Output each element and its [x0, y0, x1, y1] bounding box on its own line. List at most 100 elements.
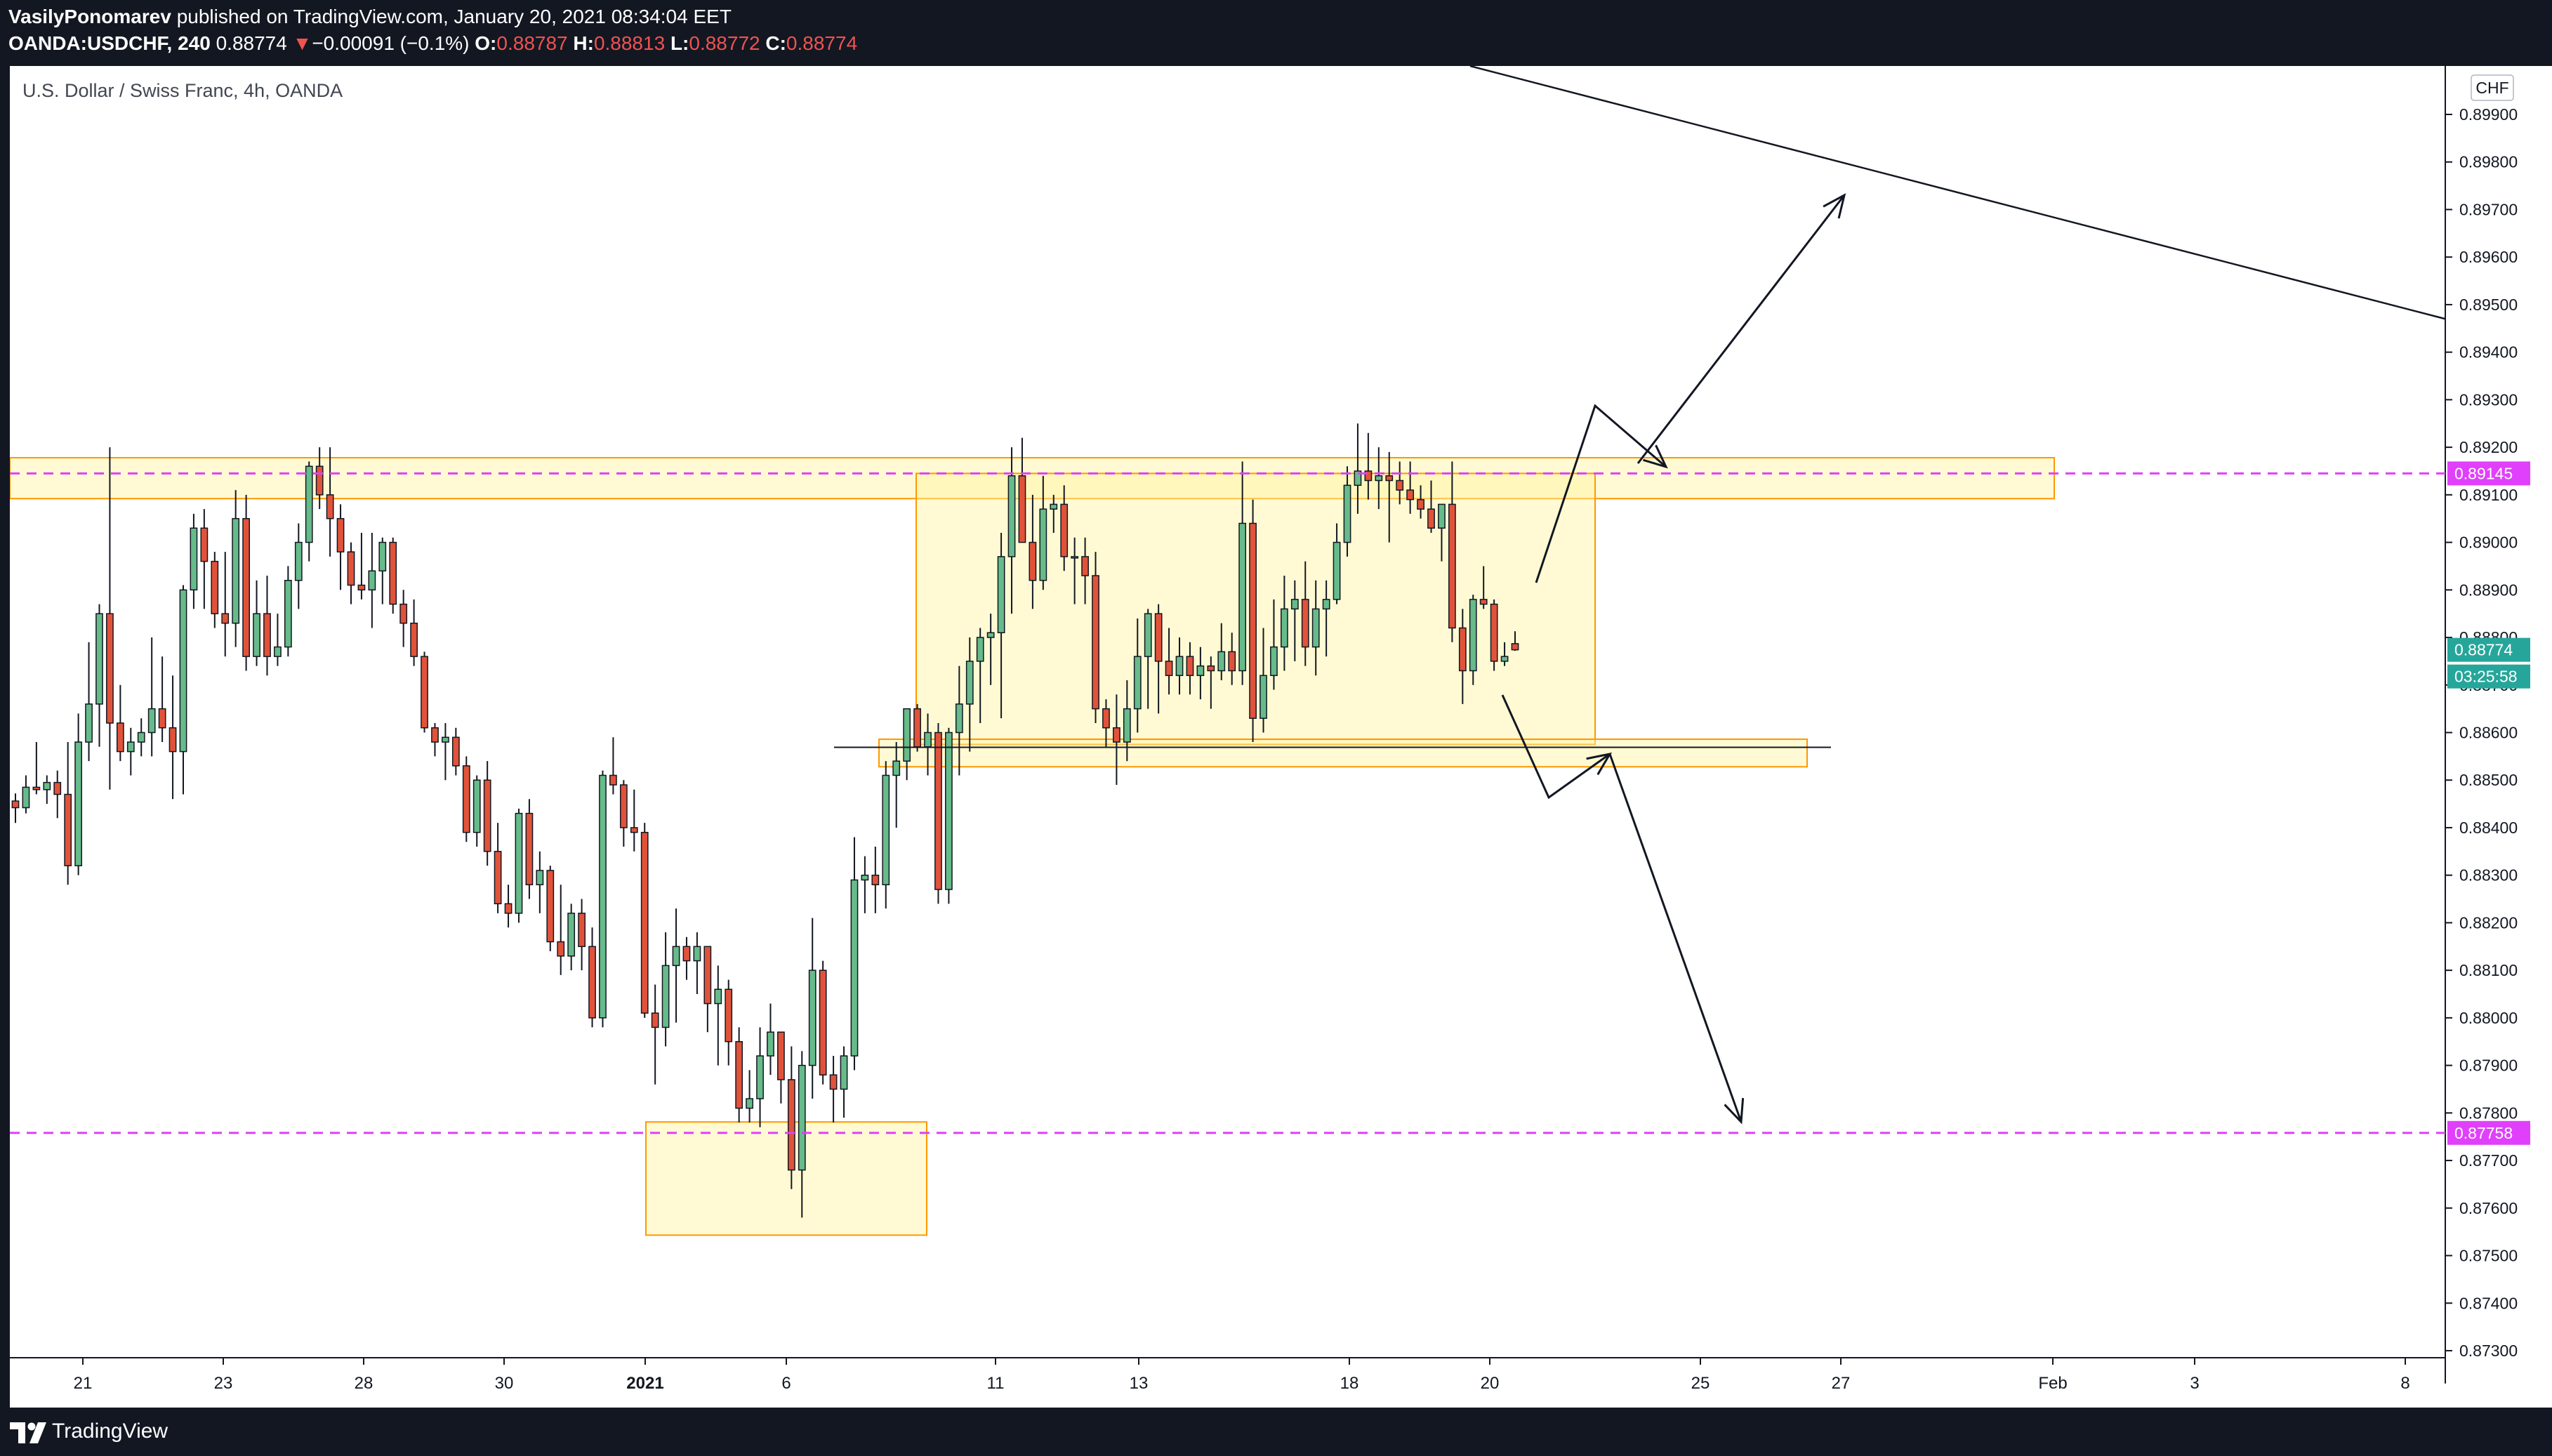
candle — [1217, 623, 1226, 680]
candle — [1113, 694, 1120, 785]
candle — [1333, 523, 1341, 604]
candle-body — [158, 708, 166, 729]
candle-body — [1375, 475, 1383, 482]
candle — [578, 899, 586, 971]
price-chart[interactable]: 0.87300 0.87400 0.87500 0.87600 0.87700 0.878… — [10, 66, 2552, 1408]
candle-body — [735, 1040, 743, 1109]
candle — [1175, 637, 1184, 695]
candle-body — [116, 722, 124, 753]
candle — [714, 965, 722, 1066]
bullish-arrow-2[interactable] — [1637, 194, 1846, 464]
candle — [746, 1070, 753, 1123]
candle-body — [746, 1098, 753, 1109]
candle-body — [1123, 708, 1131, 743]
candle-body — [494, 851, 502, 905]
candle-body — [913, 708, 921, 748]
candle — [1490, 599, 1498, 671]
price-tag-label: 03:25:58 — [2454, 668, 2518, 686]
candle-body — [609, 774, 617, 786]
candle — [871, 847, 880, 913]
x-tick-label: 2021 — [626, 1374, 663, 1393]
candle — [1260, 628, 1267, 733]
last-price: 0.88774 — [216, 32, 287, 54]
candle — [85, 642, 93, 762]
candle — [986, 614, 995, 685]
chart-area[interactable]: 0.87300 0.87400 0.87500 0.87600 0.87700 0.878… — [10, 66, 2552, 1408]
candle — [357, 533, 366, 600]
candle — [1039, 475, 1047, 590]
candle-body — [483, 779, 491, 852]
bearish-arrow-1[interactable] — [1501, 694, 1611, 800]
candle — [263, 575, 271, 676]
candle-body — [1270, 646, 1278, 676]
candle-body — [840, 1055, 848, 1090]
candle — [693, 932, 701, 995]
candle-body — [74, 741, 83, 866]
tradingview-brand[interactable]: TradingView — [52, 1419, 168, 1443]
candle — [1322, 580, 1330, 657]
candle — [64, 742, 72, 885]
low-value: 0.88772 — [689, 32, 760, 54]
candle — [1029, 494, 1037, 609]
candle — [619, 780, 628, 847]
candle-body — [1039, 508, 1047, 581]
candle — [1018, 437, 1026, 543]
candle-body — [1154, 613, 1163, 662]
candle-body — [106, 613, 114, 724]
candle — [389, 537, 397, 614]
bullish-arrow-1[interactable] — [1535, 404, 1667, 583]
candle-body — [1301, 599, 1309, 648]
candle — [1469, 595, 1477, 685]
candle-body — [924, 732, 932, 748]
candle-body — [1511, 643, 1519, 651]
candle — [147, 637, 156, 757]
author-name[interactable]: VasilyPonomarev — [8, 6, 171, 27]
candle-body — [126, 741, 135, 753]
close-value: 0.88774 — [786, 32, 858, 54]
candle-body — [882, 774, 890, 885]
candle — [347, 542, 355, 604]
candle — [483, 761, 491, 866]
zone-resistance[interactable] — [10, 457, 2055, 500]
candle-body — [336, 517, 345, 552]
candle-body — [808, 969, 816, 1066]
candle — [1050, 494, 1058, 534]
zone-support[interactable] — [878, 738, 1808, 768]
candle — [11, 793, 20, 823]
candle — [43, 775, 51, 805]
trend-line[interactable] — [1469, 66, 2446, 320]
y-tick-label: 0.88900 — [2459, 581, 2518, 599]
candle-body — [536, 870, 544, 885]
candle — [913, 703, 921, 752]
bullish-arrow-1-head — [1642, 444, 1668, 469]
y-tick-label: 0.89100 — [2459, 486, 2518, 504]
candle — [421, 651, 428, 733]
candle-body — [903, 708, 911, 762]
candle-body — [232, 517, 240, 624]
candle — [536, 851, 544, 913]
candle — [211, 552, 219, 628]
candle — [588, 927, 596, 1028]
candle-body — [630, 827, 638, 833]
zone-demand[interactable] — [645, 1121, 927, 1236]
candle — [1311, 580, 1320, 676]
y-tick-label: 0.88300 — [2459, 866, 2518, 885]
tradingview-logo-icon[interactable] — [10, 1419, 46, 1446]
candle-body — [1406, 489, 1415, 501]
candle-body — [22, 786, 30, 809]
currency-button[interactable]: CHF — [2471, 74, 2514, 101]
candle-body — [294, 541, 303, 581]
candle-body — [95, 613, 103, 705]
candle — [1270, 599, 1278, 690]
candle — [525, 799, 534, 899]
candle-body — [1281, 608, 1288, 648]
candle — [955, 666, 963, 776]
candle-body — [1071, 556, 1079, 559]
candle-body — [1092, 575, 1099, 710]
candle-body — [1290, 599, 1299, 610]
candle — [284, 566, 292, 657]
bearish-arrow-2[interactable] — [1608, 753, 1743, 1123]
candle — [1133, 618, 1142, 733]
candle-body — [945, 732, 953, 890]
publish-header: VasilyPonomarev published on TradingView… — [0, 0, 2552, 65]
